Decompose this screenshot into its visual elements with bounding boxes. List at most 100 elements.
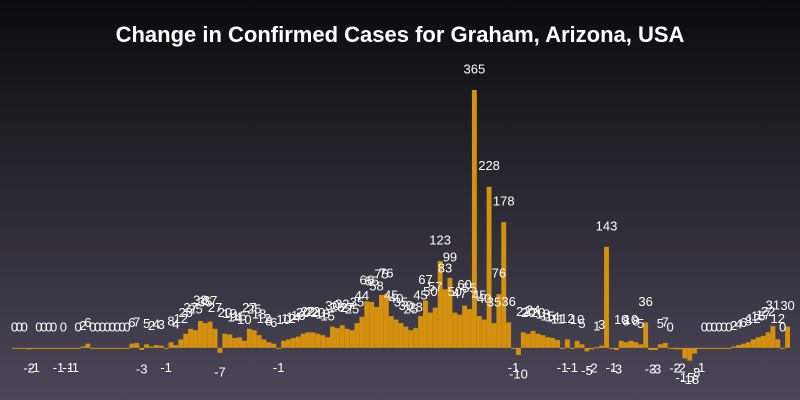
value-label: 37	[203, 293, 217, 308]
bar	[511, 347, 516, 349]
value-label: 20	[531, 305, 545, 320]
value-label: 67	[418, 272, 432, 287]
value-label: 0	[706, 319, 713, 334]
value-label: 28	[330, 300, 344, 315]
bar	[232, 337, 238, 348]
value-label: 30	[780, 298, 794, 313]
value-label: 18	[252, 307, 266, 322]
value-label: -3	[645, 361, 657, 376]
value-label: 0	[35, 319, 42, 334]
value-label: 83	[438, 261, 452, 276]
value-label: 12	[174, 311, 188, 326]
value-label: 7	[133, 314, 140, 329]
bar	[648, 347, 653, 350]
value-label: -7	[214, 364, 226, 379]
bar	[388, 316, 394, 348]
value-label: 99	[443, 249, 457, 264]
value-label: 0	[11, 319, 18, 334]
bar	[21, 347, 27, 349]
bar	[173, 345, 179, 348]
bar	[569, 347, 575, 349]
bar	[662, 342, 668, 348]
bar	[667, 347, 673, 349]
value-label: 0	[114, 319, 121, 334]
value-label: 5	[657, 316, 664, 331]
bar	[261, 339, 267, 348]
bar	[310, 332, 316, 348]
bar	[584, 347, 590, 352]
bar	[374, 306, 379, 348]
bar	[418, 316, 424, 348]
bar	[530, 330, 536, 348]
value-label: 15	[541, 309, 555, 324]
value-label: -1	[67, 360, 79, 375]
value-label: 4	[172, 316, 179, 331]
bar	[100, 347, 105, 349]
value-label: 0	[711, 319, 718, 334]
value-label: 50	[448, 284, 462, 299]
value-label: 32	[335, 297, 349, 312]
value-label: 0	[94, 319, 101, 334]
bar	[476, 316, 482, 348]
bar	[745, 342, 751, 348]
value-label: 35	[487, 295, 501, 310]
value-label: 11	[551, 312, 565, 327]
value-label: 5	[143, 316, 150, 331]
value-label: 60	[457, 277, 471, 292]
value-label: 0	[109, 319, 116, 334]
bar	[579, 344, 585, 348]
bar	[183, 333, 189, 348]
bar	[369, 301, 375, 348]
value-label: 50	[423, 284, 437, 299]
bar	[481, 319, 487, 348]
value-label: 12	[560, 311, 574, 326]
bar	[197, 321, 203, 348]
value-label: 38	[193, 292, 207, 307]
value-label: 25	[188, 302, 202, 317]
bar	[95, 347, 101, 349]
value-label: 7	[662, 314, 669, 329]
value-label: 0	[779, 319, 786, 334]
value-label: 19	[223, 306, 237, 321]
bar	[383, 294, 389, 348]
value-label: 22	[516, 304, 530, 319]
value-label: 0	[667, 319, 674, 334]
bar	[496, 294, 502, 348]
value-label: 15	[751, 309, 765, 324]
bar	[643, 322, 649, 348]
bar	[726, 347, 732, 349]
bar	[16, 347, 22, 349]
value-label: -2	[586, 361, 598, 376]
value-label: 12	[746, 311, 760, 326]
value-label: -1	[694, 360, 706, 375]
value-label: 31	[766, 297, 780, 312]
bar	[295, 336, 301, 348]
value-label: 27	[183, 300, 197, 315]
bar	[535, 333, 541, 348]
value-label: 22	[301, 304, 315, 319]
bar	[486, 186, 492, 348]
value-label: 20	[178, 305, 192, 320]
bar	[555, 340, 561, 348]
value-label: 10	[570, 312, 584, 327]
value-label: -5	[581, 363, 593, 378]
value-label: 8	[745, 314, 752, 329]
value-label: 0	[45, 319, 52, 334]
value-label: 0	[118, 319, 125, 334]
bar	[134, 342, 140, 348]
value-label: 2	[148, 318, 155, 333]
bar	[241, 340, 247, 348]
value-label: 36	[638, 294, 652, 309]
bar	[315, 333, 321, 348]
bar	[408, 330, 414, 348]
value-label: 65	[364, 273, 378, 288]
bar	[403, 326, 409, 348]
bar	[604, 246, 609, 348]
value-label: 0	[16, 319, 23, 334]
value-label: 143	[596, 218, 618, 233]
bar	[780, 347, 786, 349]
bar	[706, 347, 712, 349]
value-label: 8	[265, 314, 272, 329]
value-label: 25	[247, 302, 261, 317]
value-label: 3	[158, 317, 165, 332]
